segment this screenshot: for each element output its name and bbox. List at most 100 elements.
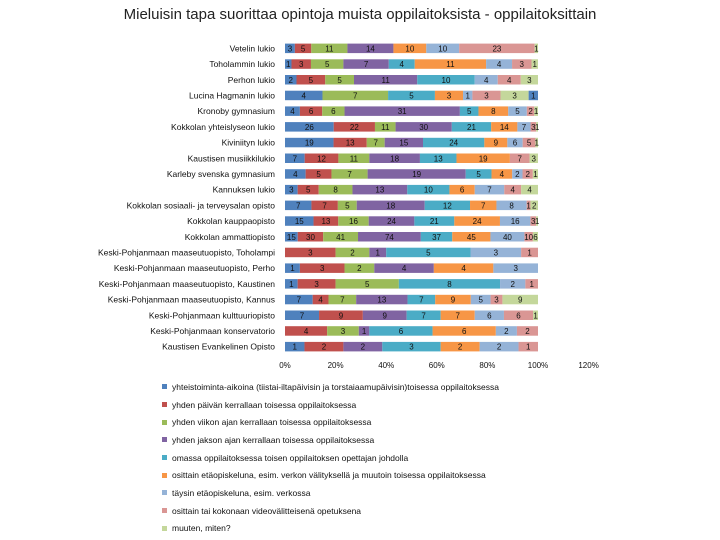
bar-segment (423, 137, 485, 148)
category-label: Kaustisen musiikkilukio (188, 153, 276, 163)
bar-segment (484, 137, 508, 148)
bar-segment (432, 326, 496, 336)
bar-segment (433, 263, 494, 273)
bar-segment (311, 43, 348, 54)
bar-segment (532, 169, 538, 179)
bar-segment (479, 341, 519, 352)
bar-segment (285, 75, 297, 85)
segment-value-label: 11 (381, 76, 390, 85)
bar-segment (285, 169, 306, 179)
bar-segment (356, 200, 425, 211)
segment-value-label: 3 (512, 91, 517, 100)
legend-swatch (162, 419, 167, 425)
segment-value-label: 2 (525, 327, 530, 336)
segment-value-label: 19 (479, 154, 488, 163)
segment-value-label: 6 (516, 311, 521, 320)
bar-segment (296, 75, 326, 85)
segment-value-label: 8 (333, 186, 338, 195)
bar-segment (500, 90, 529, 101)
bar-segment (285, 122, 334, 132)
bar-segment (369, 247, 387, 258)
bar-segment (534, 43, 538, 54)
bar-segment (352, 184, 408, 195)
bar-segment (500, 279, 526, 289)
bar-segment (285, 43, 295, 54)
bar-segment (305, 169, 332, 179)
segment-value-label: 4 (302, 91, 307, 100)
bar-segment (512, 169, 523, 179)
segment-value-label: 3 (520, 60, 525, 69)
segment-value-label: 6 (513, 139, 518, 148)
bar-segment (507, 137, 523, 148)
segment-value-label: 3 (531, 123, 536, 132)
segment-value-label: 7 (419, 296, 424, 305)
bar-segment (531, 59, 538, 69)
bar-segment (384, 137, 423, 148)
segment-value-label: 2 (357, 264, 362, 273)
bar-segment (285, 294, 313, 305)
segment-value-label: 4 (304, 327, 309, 336)
bar-segment (388, 90, 435, 101)
segment-value-label: 15 (295, 217, 304, 226)
segment-value-label: 7 (293, 154, 298, 163)
segment-value-label: 3 (314, 280, 319, 289)
segment-value-label: 2 (361, 343, 366, 352)
segment-value-label: 41 (336, 233, 345, 242)
bar-segment (325, 75, 354, 85)
segment-value-label: 4 (500, 170, 505, 179)
segment-value-label: 24 (473, 217, 482, 226)
segment-value-label: 10 (438, 44, 447, 53)
bar-segment (502, 294, 538, 305)
bar-segment (291, 59, 311, 69)
category-label: Keski-Pohjanmaan konservatorio (150, 326, 275, 336)
bar-segment (522, 137, 536, 148)
category-label: Kokkolan sosiaali- ja terveysalan opisto (127, 200, 276, 210)
segment-value-label: 7 (296, 201, 301, 210)
bar-segment (285, 216, 314, 226)
segment-value-label: 10 (524, 233, 533, 242)
segment-value-label: 13 (346, 139, 355, 148)
segment-value-label: 1 (534, 139, 539, 148)
bar-segment (285, 200, 312, 211)
segment-value-label: 13 (321, 217, 330, 226)
bar-segment (338, 216, 369, 226)
segment-value-label: 1 (529, 280, 534, 289)
bar-segment (285, 341, 305, 352)
bar-segment (347, 43, 394, 54)
segment-value-label: 7 (522, 123, 527, 132)
segment-value-label: 8 (491, 107, 496, 116)
segment-value-label: 74 (385, 233, 394, 242)
segment-value-label: 4 (461, 264, 466, 273)
segment-value-label: 4 (318, 296, 323, 305)
segment-value-label: 1 (290, 264, 295, 273)
segment-value-label: 7 (353, 91, 358, 100)
segment-value-label: 4 (290, 107, 295, 116)
segment-value-label: 26 (305, 123, 314, 132)
segment-value-label: 10 (405, 44, 414, 53)
legend-swatch (162, 437, 167, 443)
segment-value-label: 21 (467, 123, 476, 132)
segment-value-label: 3 (484, 91, 489, 100)
segment-value-label: 4 (484, 76, 489, 85)
segment-value-label: 3 (531, 217, 536, 226)
segment-value-label: 4 (527, 186, 532, 195)
segment-value-label: 10 (424, 186, 433, 195)
segment-value-label: 5 (476, 170, 481, 179)
segment-value-label: 21 (430, 217, 439, 226)
bar-segment (344, 106, 460, 116)
bar-segment (495, 326, 517, 336)
segment-value-label: 3 (527, 76, 532, 85)
legend-swatch (162, 402, 167, 408)
segment-value-label: 5 (301, 44, 306, 53)
segment-value-label: 4 (497, 60, 502, 69)
segment-value-label: 2 (504, 327, 509, 336)
bar-segment (508, 106, 527, 116)
bar-segment (335, 279, 399, 289)
category-label: Kokkolan ammattiopisto (185, 232, 276, 242)
bar-segment (338, 153, 370, 163)
bar-segment (328, 294, 357, 305)
segment-value-label: 7 (373, 139, 378, 148)
segment-value-label: 4 (293, 170, 298, 179)
category-label: Kiviniityn lukio (222, 138, 276, 148)
bar-segment (414, 59, 487, 69)
